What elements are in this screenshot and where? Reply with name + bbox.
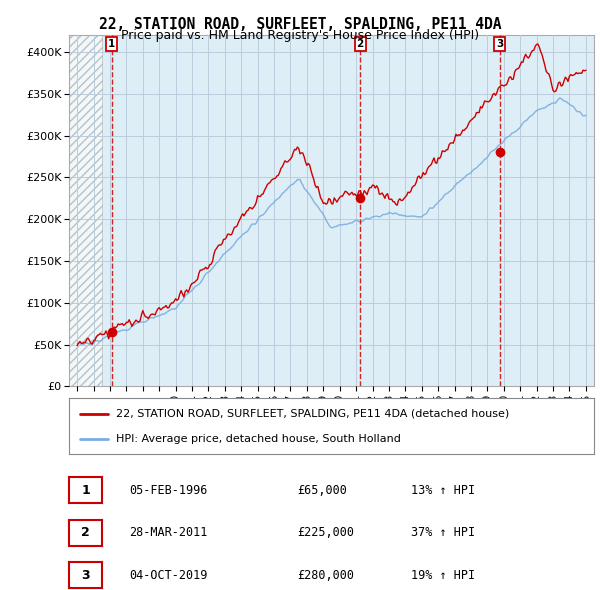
Text: 19% ↑ HPI: 19% ↑ HPI — [411, 569, 475, 582]
Text: 3: 3 — [81, 569, 90, 582]
Text: £65,000: £65,000 — [297, 484, 347, 497]
Text: 28-MAR-2011: 28-MAR-2011 — [129, 526, 208, 539]
Text: 04-OCT-2019: 04-OCT-2019 — [129, 569, 208, 582]
Text: 22, STATION ROAD, SURFLEET, SPALDING, PE11 4DA (detached house): 22, STATION ROAD, SURFLEET, SPALDING, PE… — [116, 409, 509, 419]
Text: 1: 1 — [108, 39, 115, 49]
Text: 13% ↑ HPI: 13% ↑ HPI — [411, 484, 475, 497]
Text: 05-FEB-1996: 05-FEB-1996 — [129, 484, 208, 497]
Bar — [69, 35, 102, 386]
Text: 37% ↑ HPI: 37% ↑ HPI — [411, 526, 475, 539]
Text: Price paid vs. HM Land Registry's House Price Index (HPI): Price paid vs. HM Land Registry's House … — [121, 30, 479, 42]
Text: 1: 1 — [81, 484, 90, 497]
Text: 3: 3 — [496, 39, 503, 49]
Text: 2: 2 — [81, 526, 90, 539]
Text: £280,000: £280,000 — [297, 569, 354, 582]
Text: HPI: Average price, detached house, South Holland: HPI: Average price, detached house, Sout… — [116, 434, 401, 444]
Text: 22, STATION ROAD, SURFLEET, SPALDING, PE11 4DA: 22, STATION ROAD, SURFLEET, SPALDING, PE… — [99, 17, 501, 31]
Text: £225,000: £225,000 — [297, 526, 354, 539]
Text: 2: 2 — [356, 39, 364, 49]
